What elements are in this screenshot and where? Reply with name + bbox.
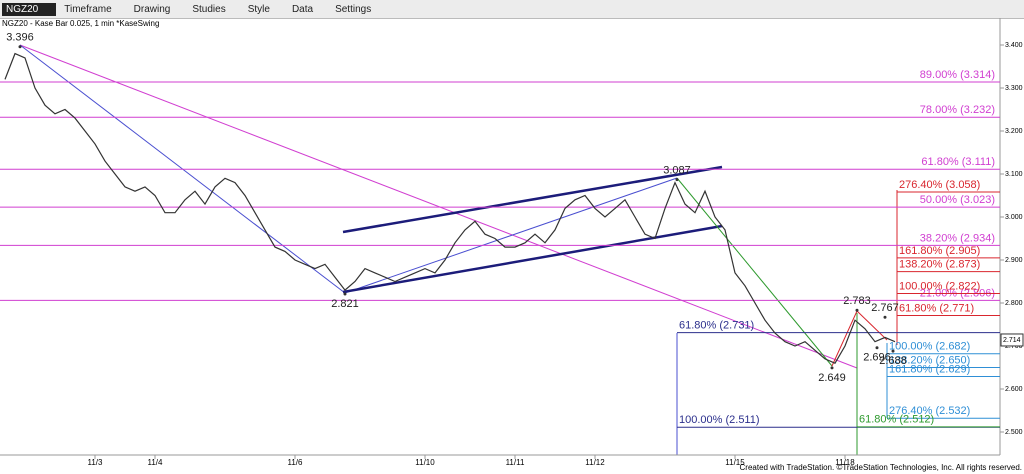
footer: Created with TradeStation. ©TradeStation… <box>740 463 1023 472</box>
fib-label: 61.80% (3.111) <box>921 156 995 168</box>
channel-line <box>342 224 723 294</box>
fib-label: 161.80% (2.629) <box>889 363 970 375</box>
x-tick-label: 11/18 <box>835 458 855 467</box>
price-line <box>4 52 896 364</box>
fib-label: 276.40% (3.058) <box>899 179 980 191</box>
fib-label: 276.40% (2.532) <box>889 405 970 417</box>
fib-label: 138.20% (2.650) <box>889 354 970 366</box>
swing-point <box>891 349 895 353</box>
swing-point <box>343 292 347 296</box>
fib-label: 38.20% (2.934) <box>920 232 995 244</box>
swing-label: 2.696 <box>863 352 891 364</box>
fib-label: 100.00% (2.822) <box>899 280 980 292</box>
y-tick-label: 2.500 <box>1005 429 1023 436</box>
fib-label: 100.00% (2.682) <box>889 341 970 353</box>
swing-point <box>675 178 679 182</box>
fib-label: 100.00% (2.511) <box>679 414 760 426</box>
x-tick-label: 11/3 <box>88 458 104 467</box>
toolbar: NGZ20 Timeframe Drawing Studies Style Data Se… <box>0 0 1024 19</box>
chart-subtitle: NGZ20 - Kase Bar 0.025, 1 min *KaseSwing <box>2 19 159 28</box>
last-price-label: 2.714 <box>1003 337 1021 344</box>
trend-line <box>19 44 858 369</box>
swing-label: 3.396 <box>6 32 34 44</box>
toolbar-item[interactable]: Style <box>247 3 270 15</box>
swing-point <box>830 366 834 370</box>
y-tick-label: 3.000 <box>1005 214 1023 221</box>
trend-line <box>344 177 678 294</box>
swing-point <box>883 315 887 319</box>
fib-label: 138.20% (2.873) <box>899 259 980 271</box>
y-tick-label: 2.900 <box>1005 257 1023 264</box>
toolbar-item[interactable]: Settings <box>335 3 372 15</box>
toolbar-item[interactable]: Studies <box>192 3 226 15</box>
last-price-box <box>1000 333 1024 347</box>
fib-label: 50.00% (3.023) <box>920 194 995 206</box>
x-tick-label: 11/6 <box>288 458 304 467</box>
y-tick-label: 3.100 <box>1005 171 1023 178</box>
x-tick-label: 11/10 <box>415 458 435 467</box>
drawings <box>0 18 1001 456</box>
fib-label: 89.00% (3.314) <box>920 69 995 81</box>
symbol-box[interactable]: NGZ20 <box>2 2 57 16</box>
swing-point <box>18 45 22 49</box>
x-tick-label: 11/15 <box>725 458 745 467</box>
swing-point <box>875 346 879 350</box>
swing-label: 3.087 <box>663 164 691 176</box>
y-tick-label: 3.400 <box>1005 42 1023 49</box>
trend-line <box>676 177 833 367</box>
chart: NGZ20 - Kase Bar 0.025, 1 min *KaseSwing… <box>0 18 1024 472</box>
y-tick-label: 2.800 <box>1005 300 1023 307</box>
y-tick-label: 3.300 <box>1005 85 1023 92</box>
swing-label: 2.649 <box>818 372 846 384</box>
toolbar-item[interactable]: Drawing <box>133 3 171 15</box>
x-tick-label: 11/11 <box>506 458 525 467</box>
x-tick-label: 11/4 <box>148 458 164 467</box>
swing-label: 2.821 <box>331 298 359 310</box>
fib-label: 61.80% (2.512) <box>859 414 934 426</box>
y-tick-label: 3.200 <box>1005 128 1023 135</box>
fib-label: 61.80% (2.771) <box>899 302 974 314</box>
toolbar-item[interactable]: Timeframe <box>64 3 112 15</box>
y-tick-label: 2.600 <box>1005 386 1023 393</box>
x-tick-label: 11/12 <box>585 458 605 467</box>
toolbar-item[interactable]: Data <box>291 3 314 15</box>
swing-point <box>855 308 859 312</box>
swing-label: 2.767 <box>871 302 899 314</box>
fib-label: 161.80% (2.905) <box>899 245 980 257</box>
swing-label: 2.688 <box>879 355 907 367</box>
fib-label: 78.00% (3.232) <box>920 104 995 116</box>
fib-label: 61.80% (2.731) <box>679 320 754 332</box>
channel-line <box>342 165 723 234</box>
swing-label: 2.783 <box>843 295 871 307</box>
